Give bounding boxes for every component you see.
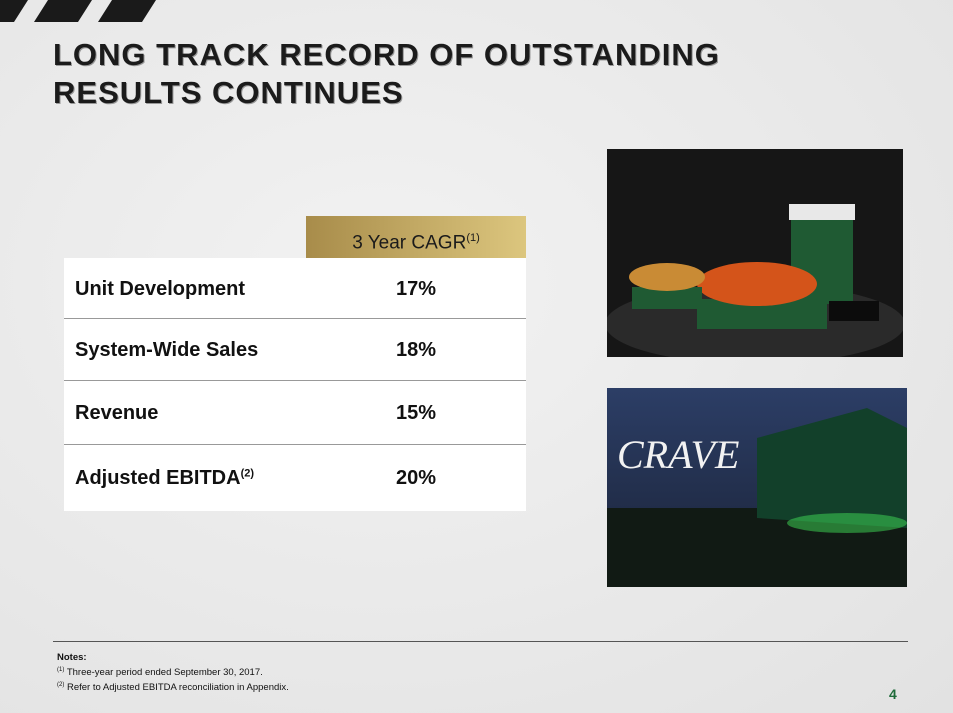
row-label: Adjusted EBITDA(2) [75,467,254,490]
notes: Notes: (1) Three-year period ended Septe… [57,652,289,694]
label-text: Adjusted EBITDA [75,467,241,489]
row-value: 18% [395,339,437,361]
light-writing: CRAVE [617,432,739,477]
photo-meal [607,149,903,357]
note-marker: (1) [57,667,65,673]
footnote-ref: (1) [466,232,480,244]
rule [53,641,908,642]
row-value: 17% [395,278,437,300]
row-label: System-Wide Sales [75,339,259,361]
divider [64,380,526,381]
divider [64,318,526,319]
table-row: System-Wide Sales 18% [64,319,526,381]
notes-heading: Notes: [57,652,87,663]
table-row: Unit Development 17% [64,258,526,320]
column-header: 3 Year CAGR(1) [306,216,526,258]
page-number: 4 [889,686,897,702]
note-text: Refer to Adjusted EBITDA reconciliation … [66,682,289,694]
table-row: Revenue 15% [64,382,526,444]
title-line: RESULTS CONTINUES [53,75,404,110]
table-row: Adjusted EBITDA(2) 20% [64,447,526,509]
note: (1) Three-year period ended September 30… [57,664,289,679]
footnote-ref: (2) [240,467,255,480]
title-line: LONG TRACK RECORD OF OUTSTANDING [53,37,720,72]
row-label: Revenue [75,402,159,424]
row-label: Unit Development [75,278,246,300]
header-text: 3 Year CAGR [352,232,467,254]
row-value: 15% [395,402,437,424]
photo-truck: CRAVE [607,388,907,587]
stripes [0,0,156,22]
title: LONG TRACK RECORD OF OUTSTANDING RESULTS… [53,36,720,112]
table: Unit Development 17% System-Wide Sales 18%… [64,258,526,511]
note: (2) Refer to Adjusted EBITDA reconciliat… [57,679,289,694]
note-marker: (2) [57,682,65,689]
row-value: 20% [395,467,437,489]
note-text: Three-year period ended September 30, 20… [66,667,263,679]
divider [64,444,526,445]
